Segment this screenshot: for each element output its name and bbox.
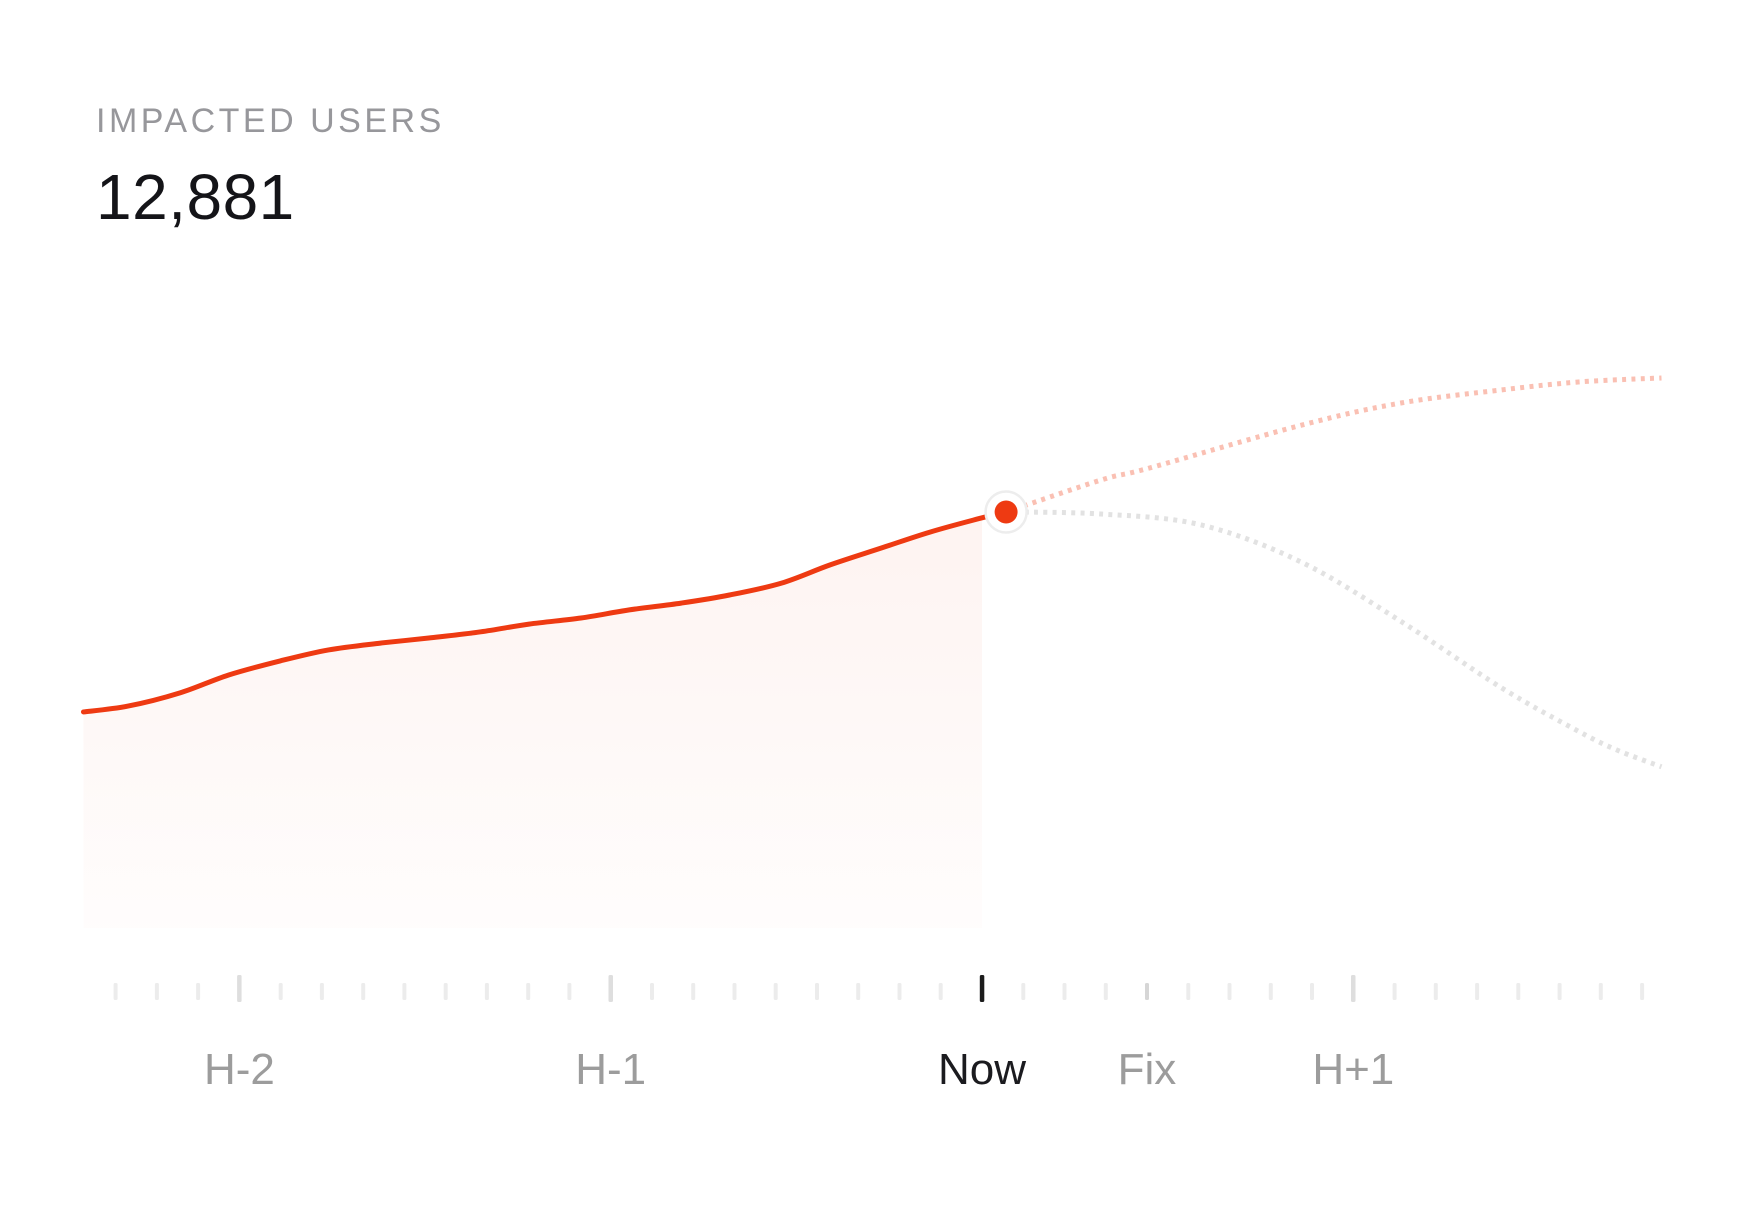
x-axis-tick-minor	[1392, 983, 1397, 1000]
x-axis-tick-minor	[1145, 983, 1149, 1000]
x-axis-tick-minor	[1475, 983, 1480, 1000]
x-axis-tick-minor	[1640, 983, 1645, 1000]
x-axis-tick-major	[237, 975, 242, 1002]
now-marker-dot	[994, 500, 1018, 524]
x-axis-label-now: Now	[937, 1045, 1027, 1094]
x-axis-tick-minor	[567, 983, 572, 1000]
x-axis-label-h-1: H-1	[575, 1045, 647, 1094]
x-axis-label-h-2: H-2	[203, 1045, 275, 1094]
x-axis-tick-now	[979, 975, 985, 1002]
x-axis-tick-minor	[484, 983, 489, 1000]
metric-label: IMPACTED USERS	[96, 102, 445, 140]
x-axis-tick-minor	[1186, 983, 1191, 1000]
impacted-area-fill	[83, 517, 983, 928]
x-axis-tick-minor	[732, 983, 737, 1000]
x-axis-tick-minor	[278, 983, 283, 1000]
x-axis-tick-minor	[154, 983, 159, 1000]
x-axis-tick-minor	[691, 983, 696, 1000]
impacted-users-line	[80, 509, 1009, 715]
x-axis-tick-minor	[526, 983, 531, 1000]
x-axis-tick-minor	[1557, 983, 1562, 1000]
x-axis-tick-minor	[196, 983, 201, 1000]
x-axis-tick-major	[1351, 975, 1356, 1002]
metric-value: 12,881	[96, 161, 295, 233]
x-axis-tick-minor	[1103, 983, 1108, 1000]
x-axis-tick-minor	[1062, 983, 1067, 1000]
x-axis-tick-minor	[1021, 983, 1026, 1000]
x-axis-tick-major	[608, 975, 613, 1002]
x-axis-tick-minor	[113, 983, 118, 1000]
x-axis-ticks	[113, 975, 1645, 1002]
x-axis-tick-minor	[319, 983, 324, 1000]
x-axis-tick-minor	[1227, 983, 1232, 1000]
x-axis-label-fix: Fix	[1117, 1045, 1177, 1094]
x-axis-tick-minor	[402, 983, 407, 1000]
x-axis-tick-minor	[650, 983, 654, 1000]
x-axis-tick-minor	[1516, 983, 1521, 1000]
x-axis-tick-minor	[856, 983, 861, 1000]
x-axis-tick-minor	[1310, 983, 1314, 1000]
x-axis-tick-minor	[897, 983, 902, 1000]
x-axis-tick-minor	[815, 983, 819, 1000]
x-axis-tick-minor	[361, 983, 366, 1000]
x-axis-tick-minor	[1598, 983, 1603, 1000]
chart-header: IMPACTED USERS 12,881	[96, 104, 445, 229]
x-axis-tick-minor	[443, 983, 448, 1000]
x-axis-tick-minor	[773, 983, 778, 1000]
projection-with-fix-line	[1006, 509, 1663, 770]
x-axis-label-h-1: H+1	[1312, 1045, 1395, 1094]
projection-without-fix-line	[1005, 375, 1662, 515]
x-axis-tick-minor	[1268, 983, 1273, 1000]
x-axis-tick-minor	[1433, 983, 1438, 1000]
x-axis-tick-minor	[938, 983, 943, 1000]
